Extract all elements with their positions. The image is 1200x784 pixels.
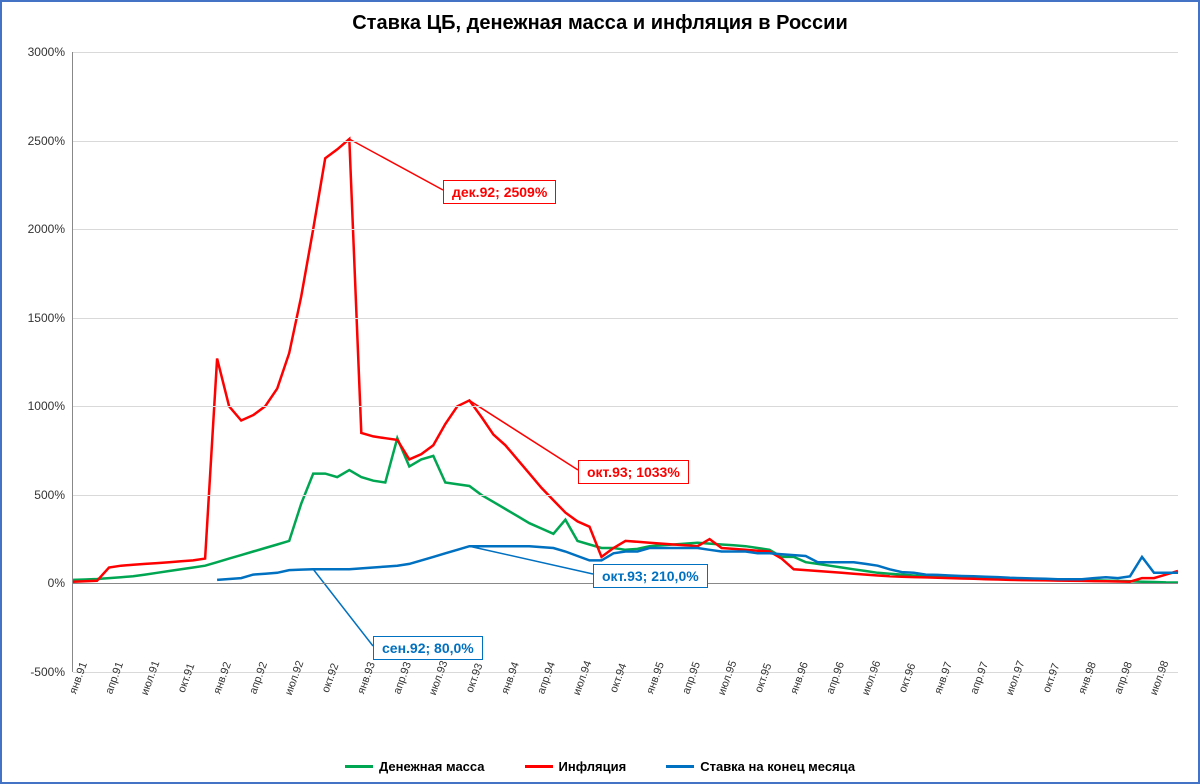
legend-label: Денежная масса [379, 759, 485, 774]
plot-area: -500%0%500%1000%1500%2000%2500%3000%янв.… [72, 52, 1178, 672]
callout-label: окт.93; 1033% [578, 460, 689, 484]
legend-label: Инфляция [559, 759, 627, 774]
callout-leader [469, 400, 578, 470]
y-axis-label: 2000% [28, 222, 65, 236]
y-axis-label: 3000% [28, 45, 65, 59]
chart-container: Ставка ЦБ, денежная масса и инфляция в Р… [0, 0, 1200, 784]
callout-label: окт.93; 210,0% [593, 564, 708, 588]
legend-swatch [525, 765, 553, 768]
callout-leader [313, 569, 373, 646]
x-axis-label: янв.91 [67, 660, 90, 695]
legend-label: Ставка на конец месяца [700, 759, 855, 774]
legend-item: Денежная масса [345, 759, 485, 774]
legend: Денежная масса Инфляция Ставка на конец ме… [2, 759, 1198, 774]
gridline [73, 141, 1178, 142]
callout-leader [349, 139, 443, 190]
gridline [73, 495, 1178, 496]
gridline [73, 52, 1178, 53]
callout-leader [469, 546, 593, 574]
gridline [73, 318, 1178, 319]
callout-label: сен.92; 80,0% [373, 636, 483, 660]
gridline [73, 229, 1178, 230]
y-axis-label: 0% [48, 576, 65, 590]
y-axis-label: 2500% [28, 134, 65, 148]
y-axis-label: 500% [34, 488, 65, 502]
chart-title: Ставка ЦБ, денежная масса и инфляция в Р… [2, 12, 1198, 35]
gridline [73, 406, 1178, 407]
callout-label: дек.92; 2509% [443, 180, 556, 204]
legend-item: Ставка на конец месяца [666, 759, 855, 774]
series-line [73, 139, 1178, 582]
legend-swatch [345, 765, 373, 768]
legend-swatch [666, 765, 694, 768]
y-axis-label: 1000% [28, 399, 65, 413]
y-axis-label: 1500% [28, 311, 65, 325]
legend-item: Инфляция [525, 759, 627, 774]
y-axis-label: -500% [30, 665, 65, 679]
